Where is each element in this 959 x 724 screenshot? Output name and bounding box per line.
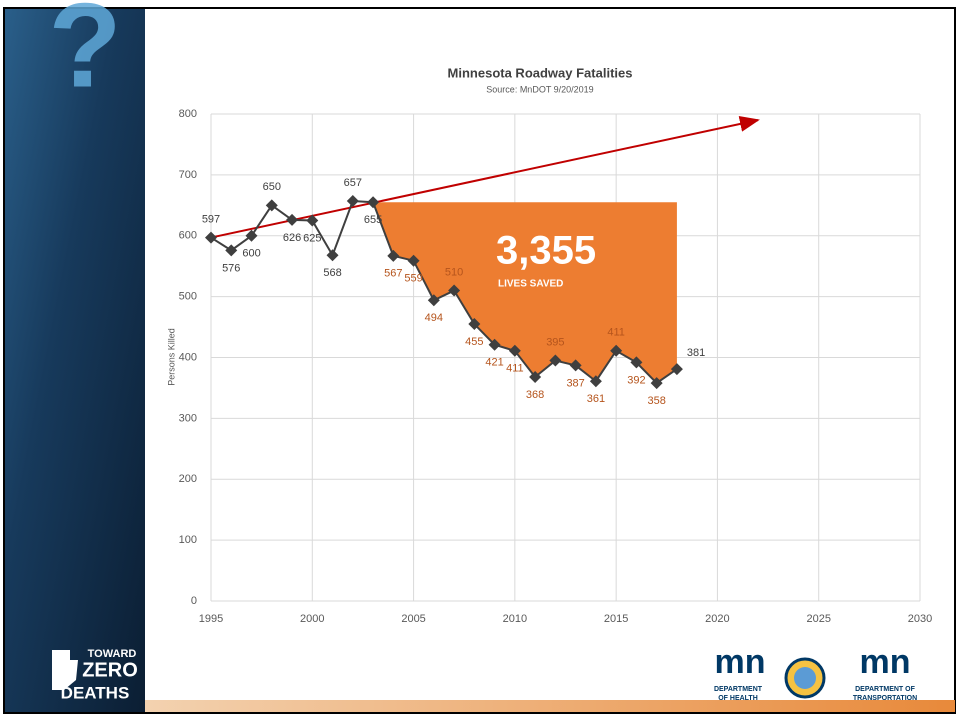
data-label: 395 — [546, 336, 564, 348]
data-label: 411 — [607, 327, 625, 339]
annotation-sub: LIVES SAVED — [498, 279, 563, 290]
x-tick-label: 1995 — [199, 613, 223, 625]
y-tick-label: 700 — [179, 169, 197, 181]
y-tick-label: 200 — [179, 473, 197, 485]
data-point — [326, 249, 339, 262]
data-label: 597 — [202, 213, 220, 225]
y-axis-label: Persons Killed — [166, 328, 176, 386]
logo-text: DEPARTMENT OF — [855, 686, 915, 693]
data-point — [670, 363, 683, 376]
data-point — [265, 199, 278, 212]
data-label: 494 — [425, 312, 443, 324]
data-point — [225, 244, 238, 257]
y-tick-label: 800 — [179, 108, 197, 120]
data-point — [387, 249, 400, 262]
annotation: 3,355 — [496, 229, 596, 273]
logo-text: TOWARD — [88, 648, 137, 660]
data-point — [427, 294, 440, 307]
bottom-strip — [145, 700, 955, 712]
data-label: 559 — [404, 273, 422, 285]
y-tick-label: 600 — [179, 230, 197, 242]
seal — [794, 667, 816, 689]
data-label: 392 — [627, 374, 645, 386]
data-point — [286, 213, 299, 226]
x-tick-label: 2005 — [401, 613, 425, 625]
data-point — [630, 356, 643, 369]
mn-logo: mn — [860, 643, 911, 681]
mn-logo: mn — [715, 643, 766, 681]
data-label: 600 — [242, 248, 260, 260]
data-label: 567 — [384, 268, 402, 280]
data-label: 381 — [687, 347, 705, 359]
lives-saved-area — [373, 202, 677, 384]
data-label: 455 — [465, 336, 483, 348]
data-point — [367, 196, 380, 209]
data-point — [650, 377, 663, 390]
x-tick-label: 2000 — [300, 613, 324, 625]
y-tick-label: 0 — [191, 595, 197, 607]
data-point — [569, 359, 582, 372]
sidebar — [5, 9, 145, 712]
data-label: 625 — [303, 232, 321, 244]
sidebar-mark: ? — [48, 0, 121, 113]
data-point — [245, 229, 258, 242]
data-label: 650 — [263, 181, 281, 193]
x-tick-label: 2025 — [806, 613, 830, 625]
y-tick-label: 500 — [179, 291, 197, 303]
chart-title: Minnesota Roadway Fatalities — [448, 65, 633, 80]
data-point — [589, 375, 602, 388]
data-label: 361 — [587, 393, 605, 405]
data-label: 421 — [485, 357, 503, 369]
state-shape — [52, 650, 78, 690]
data-point — [306, 214, 319, 227]
x-tick-label: 2030 — [908, 613, 932, 625]
data-point — [468, 318, 481, 331]
x-tick-label: 2010 — [503, 613, 527, 625]
y-tick-label: 300 — [179, 412, 197, 424]
data-label: 510 — [445, 266, 463, 278]
data-label: 626 — [283, 232, 301, 244]
logo-text: TRANSPORTATION — [853, 695, 917, 702]
data-point — [448, 284, 461, 297]
data-label: 657 — [344, 177, 362, 189]
logo-text: ZERO — [82, 659, 138, 681]
data-label: 576 — [222, 262, 240, 274]
data-label: 411 — [506, 363, 524, 375]
trend-arrow — [210, 116, 760, 239]
chart-subtitle: Source: MnDOT 9/20/2019 — [486, 84, 593, 94]
data-point — [407, 254, 420, 267]
logo-text: OF HEALTH — [718, 695, 758, 702]
data-point — [529, 370, 542, 383]
data-label: 387 — [566, 377, 584, 389]
x-tick-label: 2015 — [604, 613, 628, 625]
data-label: 655 — [364, 214, 382, 226]
data-point — [346, 195, 359, 208]
data-label: 358 — [647, 395, 665, 407]
y-tick-label: 400 — [179, 351, 197, 363]
data-point — [205, 231, 217, 244]
data-point — [610, 344, 623, 357]
slide-border — [3, 7, 956, 714]
logo-text: DEATHS — [61, 683, 130, 702]
data-point — [488, 338, 501, 351]
data-point — [549, 354, 562, 367]
data-point — [508, 344, 521, 357]
y-tick-label: 100 — [179, 534, 197, 546]
data-label: 368 — [526, 389, 544, 401]
x-tick-label: 2020 — [705, 613, 729, 625]
data-label: 568 — [323, 267, 341, 279]
logo-text: DEPARTMENT — [714, 686, 763, 693]
